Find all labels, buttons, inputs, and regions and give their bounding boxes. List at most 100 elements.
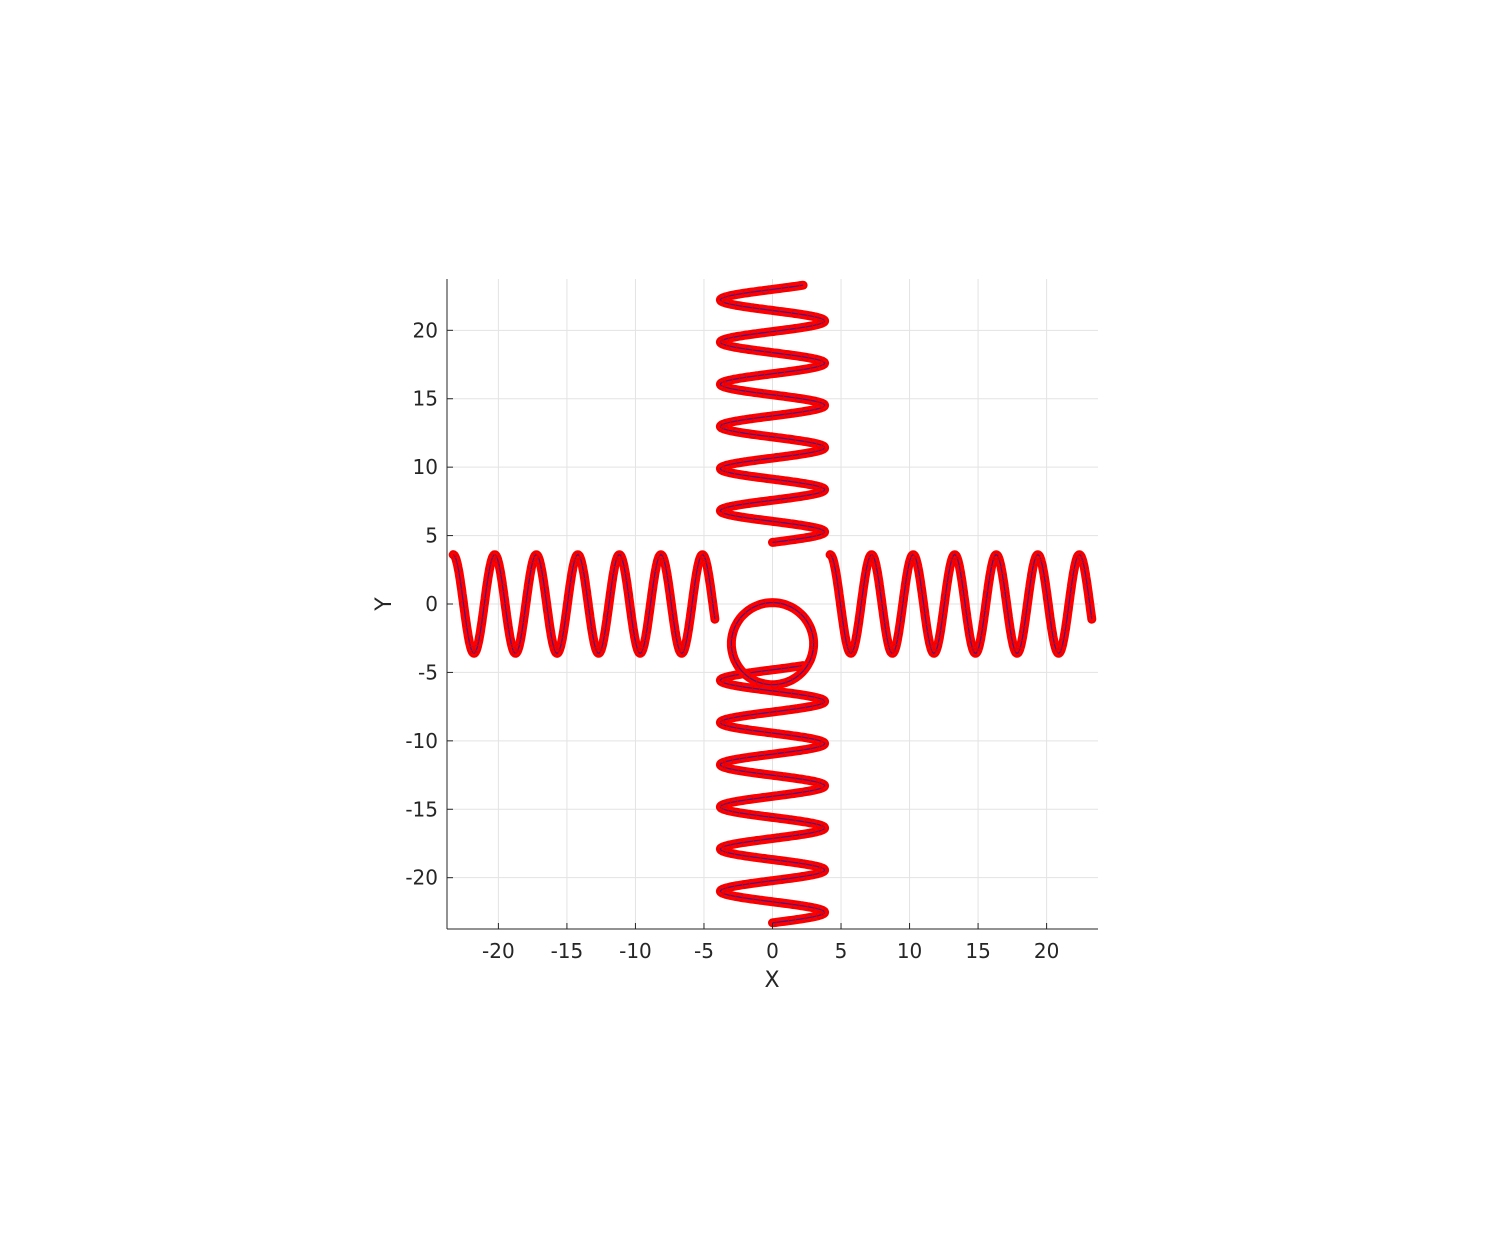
data-point <box>595 648 604 657</box>
data-point <box>1035 552 1044 561</box>
data-point <box>752 836 762 845</box>
data-point <box>720 805 729 814</box>
data-point <box>1019 625 1028 635</box>
data-point <box>1074 550 1083 560</box>
data-point <box>819 486 828 496</box>
data-point <box>788 705 797 714</box>
data-point <box>741 499 751 508</box>
data-point <box>901 577 911 586</box>
data-point <box>985 572 994 581</box>
data-point <box>722 841 732 850</box>
data-point <box>804 913 813 922</box>
x-tick-label: -15 <box>551 939 584 963</box>
data-point <box>717 761 726 771</box>
data-point <box>744 725 754 735</box>
data-point <box>790 309 800 318</box>
data-point <box>770 680 779 689</box>
data-point <box>783 730 792 740</box>
data-point <box>797 668 806 677</box>
data-point <box>616 551 625 560</box>
data-point <box>608 572 617 581</box>
data-point <box>776 368 786 377</box>
data-point <box>760 854 769 863</box>
data-point <box>462 619 471 628</box>
x-tick-label: 0 <box>766 939 779 963</box>
data-point <box>748 810 757 819</box>
data-point <box>846 649 856 658</box>
data-point <box>1077 552 1086 562</box>
data-point <box>875 583 884 593</box>
data-point <box>745 414 754 423</box>
data-point <box>799 612 808 621</box>
data-point <box>732 808 741 817</box>
data-point <box>760 474 769 483</box>
data-point <box>671 630 680 639</box>
data-point <box>648 588 657 597</box>
axes: -20 -15 -10 -5 0 5 10 15 20 -20 -15 -10 -5 0 5 10 15 20 <box>405 279 1098 963</box>
data-point <box>679 647 688 656</box>
data-point <box>744 345 754 354</box>
data-point <box>689 585 699 595</box>
data-point <box>752 895 761 904</box>
series-line <box>719 284 826 543</box>
data-point <box>719 340 728 349</box>
data-point <box>658 552 667 561</box>
data-point <box>904 561 913 571</box>
data-point <box>725 756 734 765</box>
data-point <box>454 565 463 574</box>
data-point <box>593 648 602 657</box>
data-point <box>860 579 869 588</box>
data-point <box>790 689 800 699</box>
data-point <box>716 507 725 516</box>
data-point <box>1017 639 1026 649</box>
data-point <box>757 371 766 380</box>
data-point <box>915 569 924 578</box>
data-point <box>839 619 848 628</box>
data-point <box>577 557 586 567</box>
x-tick-label: -10 <box>619 939 652 963</box>
data-point <box>1027 570 1036 579</box>
data-point <box>764 792 774 801</box>
data-point <box>899 595 908 604</box>
data-point <box>752 304 761 313</box>
data-point <box>764 412 774 421</box>
data-point <box>1006 628 1015 637</box>
data-point <box>993 551 1002 560</box>
data-point <box>815 530 825 539</box>
data-point <box>804 818 813 827</box>
data-point <box>969 648 979 657</box>
y-tick-label: 15 <box>413 387 438 411</box>
data-point <box>543 605 552 614</box>
data-point <box>815 911 825 920</box>
data-point <box>761 286 770 295</box>
data-point <box>752 456 762 465</box>
data-point <box>535 556 544 565</box>
data-point <box>1040 575 1049 584</box>
data-point <box>867 550 877 559</box>
data-point <box>697 550 706 560</box>
data-point <box>726 849 736 858</box>
data-point <box>794 394 803 403</box>
data-point <box>735 839 744 848</box>
data-point <box>727 671 736 681</box>
data-point <box>470 649 479 658</box>
data-point <box>775 772 785 781</box>
series-line <box>730 601 815 686</box>
y-tick-label: -15 <box>405 797 438 821</box>
data-point <box>732 427 741 436</box>
data-point <box>718 504 727 514</box>
data-point <box>735 458 744 467</box>
data-point <box>669 612 678 622</box>
data-point <box>600 627 610 637</box>
data-point <box>585 607 594 617</box>
data-point <box>828 554 837 563</box>
data-point <box>962 607 971 617</box>
data-point <box>784 409 793 418</box>
data-point <box>718 674 727 683</box>
data-point <box>873 567 882 576</box>
data-point <box>894 631 903 641</box>
data-point <box>870 555 879 564</box>
data-point <box>728 631 737 640</box>
data-point <box>813 355 823 364</box>
